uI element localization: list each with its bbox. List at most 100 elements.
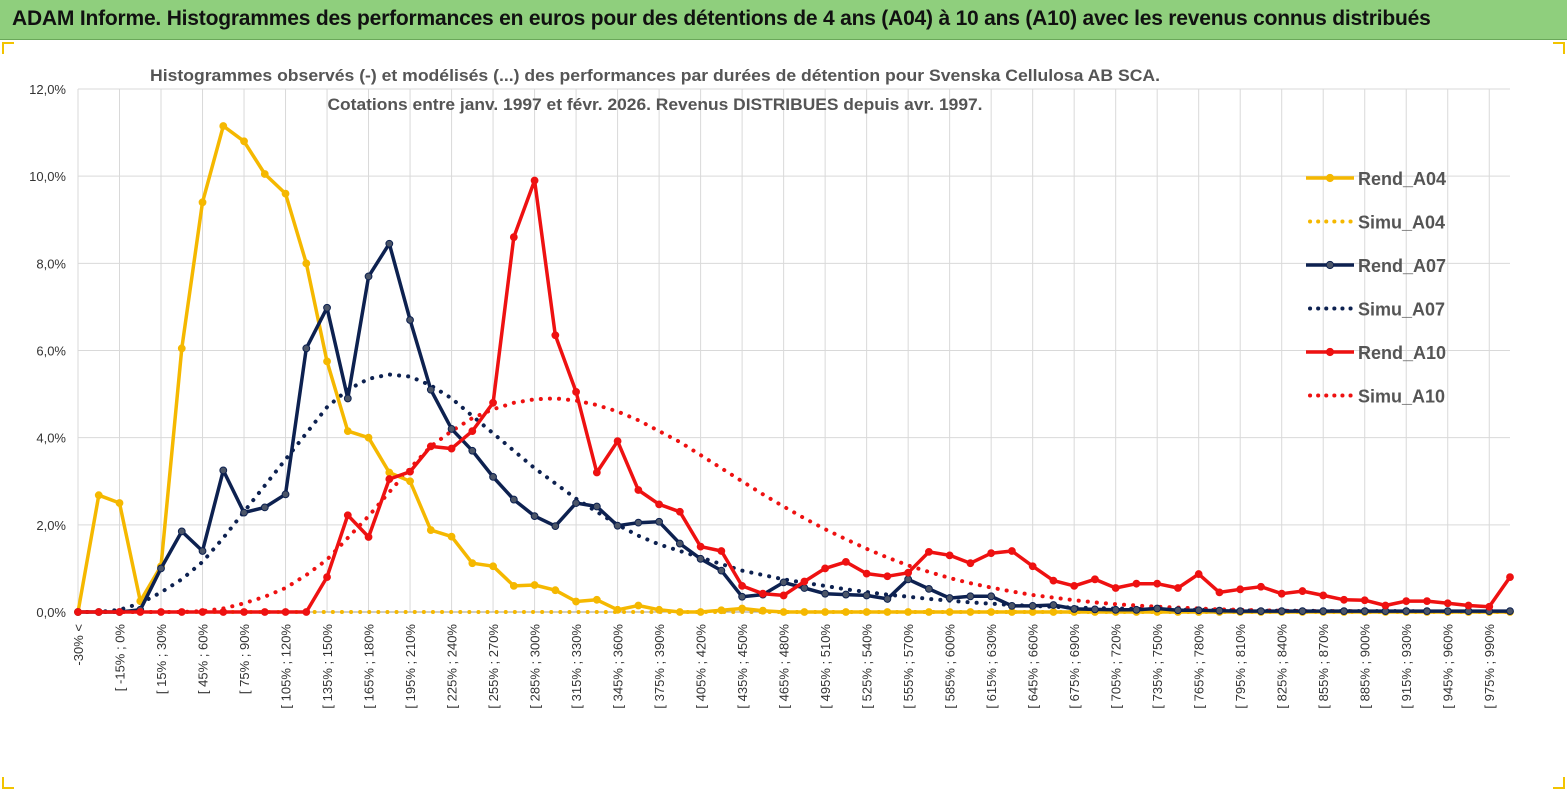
data-point-rend-a07 (1298, 607, 1307, 616)
data-point-rend-a04 (323, 357, 331, 366)
x-tick-label: [ 525% ; 540% (860, 624, 875, 709)
data-point-rend-a10 (966, 559, 975, 568)
histogram-chart: 0,0% 2,0% 4,0% 6,0% 8,0% 10,0% 12,0% -30% < [ -1… (29, 66, 1514, 709)
x-tick-label: [ 645% ; 660% (1026, 624, 1041, 709)
data-point-rend-a07 (862, 591, 871, 600)
data-point-rend-a07 (1236, 607, 1245, 616)
data-point-rend-a07 (1070, 605, 1079, 613)
y-tick-label: 0,0% (36, 605, 66, 620)
data-point-rend-a04 (447, 532, 456, 541)
data-point-rend-a07 (779, 578, 788, 587)
data-point-rend-a07 (1277, 607, 1286, 616)
data-point-rend-a10 (1070, 581, 1079, 590)
data-point-rend-a10 (157, 608, 165, 616)
data-point-rend-a10 (800, 577, 809, 586)
data-point-rend-a04 (675, 608, 684, 616)
data-point-rend-a07 (987, 592, 996, 601)
data-point-rend-a07 (800, 584, 809, 592)
data-point-rend-a10 (406, 467, 414, 476)
data-point-rend-a04 (177, 344, 186, 353)
data-point-rend-a10 (260, 608, 269, 616)
x-tick-label: [ 675% ; 690% (1067, 624, 1082, 709)
data-point-rend-a10 (1049, 576, 1058, 585)
x-tick-label: [ 795% ; 810% (1233, 624, 1248, 709)
data-point-rend-a10 (509, 233, 518, 242)
series-line-simu-a07 (76, 372, 1512, 614)
data-point-rend-a10 (136, 608, 145, 616)
series-markers-rend-a04 (74, 122, 1514, 616)
data-point-rend-a10 (696, 542, 705, 551)
data-point-rend-a10 (1236, 585, 1245, 594)
data-point-rend-a04 (260, 170, 269, 178)
data-point-rend-a10 (1443, 599, 1452, 608)
data-point-rend-a10 (945, 551, 954, 560)
data-point-rend-a07 (177, 527, 186, 536)
x-tick-label: [ 405% ; 420% (694, 624, 709, 709)
data-point-rend-a07 (343, 394, 352, 403)
data-point-rend-a04 (800, 608, 809, 616)
data-point-rend-a10 (281, 608, 290, 616)
data-point-rend-a04 (426, 526, 435, 534)
x-tick-label: [ 105% ; 120% (279, 624, 294, 709)
data-point-rend-a07 (468, 446, 477, 455)
data-point-rend-a04 (406, 477, 414, 486)
data-point-rend-a10 (1111, 584, 1120, 592)
data-point-rend-a07 (385, 239, 394, 248)
data-point-rend-a10 (1008, 547, 1016, 555)
x-tick-label: [ 975% ; 990% (1482, 624, 1497, 709)
data-point-rend-a07 (1049, 601, 1058, 609)
legend-label-simu-a10: Simu_A10 (1358, 387, 1445, 407)
data-point-rend-a10 (1194, 570, 1203, 578)
report-header: ADAM Informe. Histogrammes des performan… (0, 0, 1567, 40)
data-point-rend-a04 (966, 608, 975, 616)
x-tick-label: [ 585% ; 600% (943, 624, 958, 709)
data-point-rend-a07 (364, 272, 373, 281)
data-point-rend-a10 (613, 437, 622, 446)
data-point-rend-a04 (364, 433, 373, 442)
data-point-rend-a07 (1174, 606, 1182, 615)
data-point-rend-a04 (758, 606, 767, 615)
data-point-rend-a07 (696, 554, 705, 563)
data-point-rend-a04 (509, 581, 518, 590)
data-point-rend-a04 (94, 491, 103, 500)
data-point-rend-a04 (1049, 608, 1058, 616)
frame-corner-bottom-left (2, 777, 14, 789)
data-point-rend-a07 (675, 539, 684, 548)
x-tick-label: -30% < (71, 624, 86, 666)
data-point-rend-a04 (468, 559, 477, 568)
data-point-rend-a10 (592, 468, 601, 477)
x-tick-label: [ 465% ; 480% (777, 624, 792, 709)
data-point-rend-a04 (343, 427, 352, 436)
data-point-rend-a07 (1319, 607, 1328, 616)
data-point-rend-a07 (219, 466, 228, 475)
x-tick-label: [ 735% ; 750% (1150, 624, 1165, 709)
x-tick-label: [ 915% ; 930% (1399, 624, 1414, 709)
data-point-rend-a10 (385, 475, 394, 483)
data-point-rend-a10 (572, 388, 580, 396)
data-point-rend-a07 (634, 518, 643, 527)
data-point-rend-a04 (904, 608, 913, 616)
data-point-rend-a10 (447, 444, 456, 453)
data-point-rend-a04 (385, 468, 394, 477)
data-point-rend-a04 (551, 586, 560, 595)
y-tick-label: 10,0% (29, 169, 66, 184)
data-point-rend-a07 (302, 344, 311, 353)
legend-label-rend-a07: Rend_A07 (1358, 256, 1446, 276)
data-point-rend-a07 (1423, 607, 1431, 616)
data-point-rend-a07 (655, 517, 664, 526)
data-point-rend-a10 (779, 591, 788, 600)
data-point-rend-a07 (551, 522, 560, 531)
data-point-rend-a07 (883, 595, 892, 603)
x-tick-label: [ 435% ; 450% (735, 624, 750, 709)
x-tick-label: [ 825% ; 840% (1275, 624, 1290, 709)
legend-label-simu-a07: Simu_A07 (1358, 300, 1445, 320)
data-point-rend-a07 (904, 575, 913, 584)
data-point-rend-a10 (468, 427, 477, 436)
data-point-rend-a04 (779, 608, 788, 616)
data-point-rend-a07 (1506, 607, 1514, 616)
legend-label-rend-a10: Rend_A10 (1358, 343, 1446, 363)
data-point-rend-a07 (323, 303, 331, 312)
data-point-rend-a07 (281, 490, 290, 499)
data-point-rend-a07 (1091, 605, 1099, 614)
data-point-rend-a10 (821, 564, 830, 573)
